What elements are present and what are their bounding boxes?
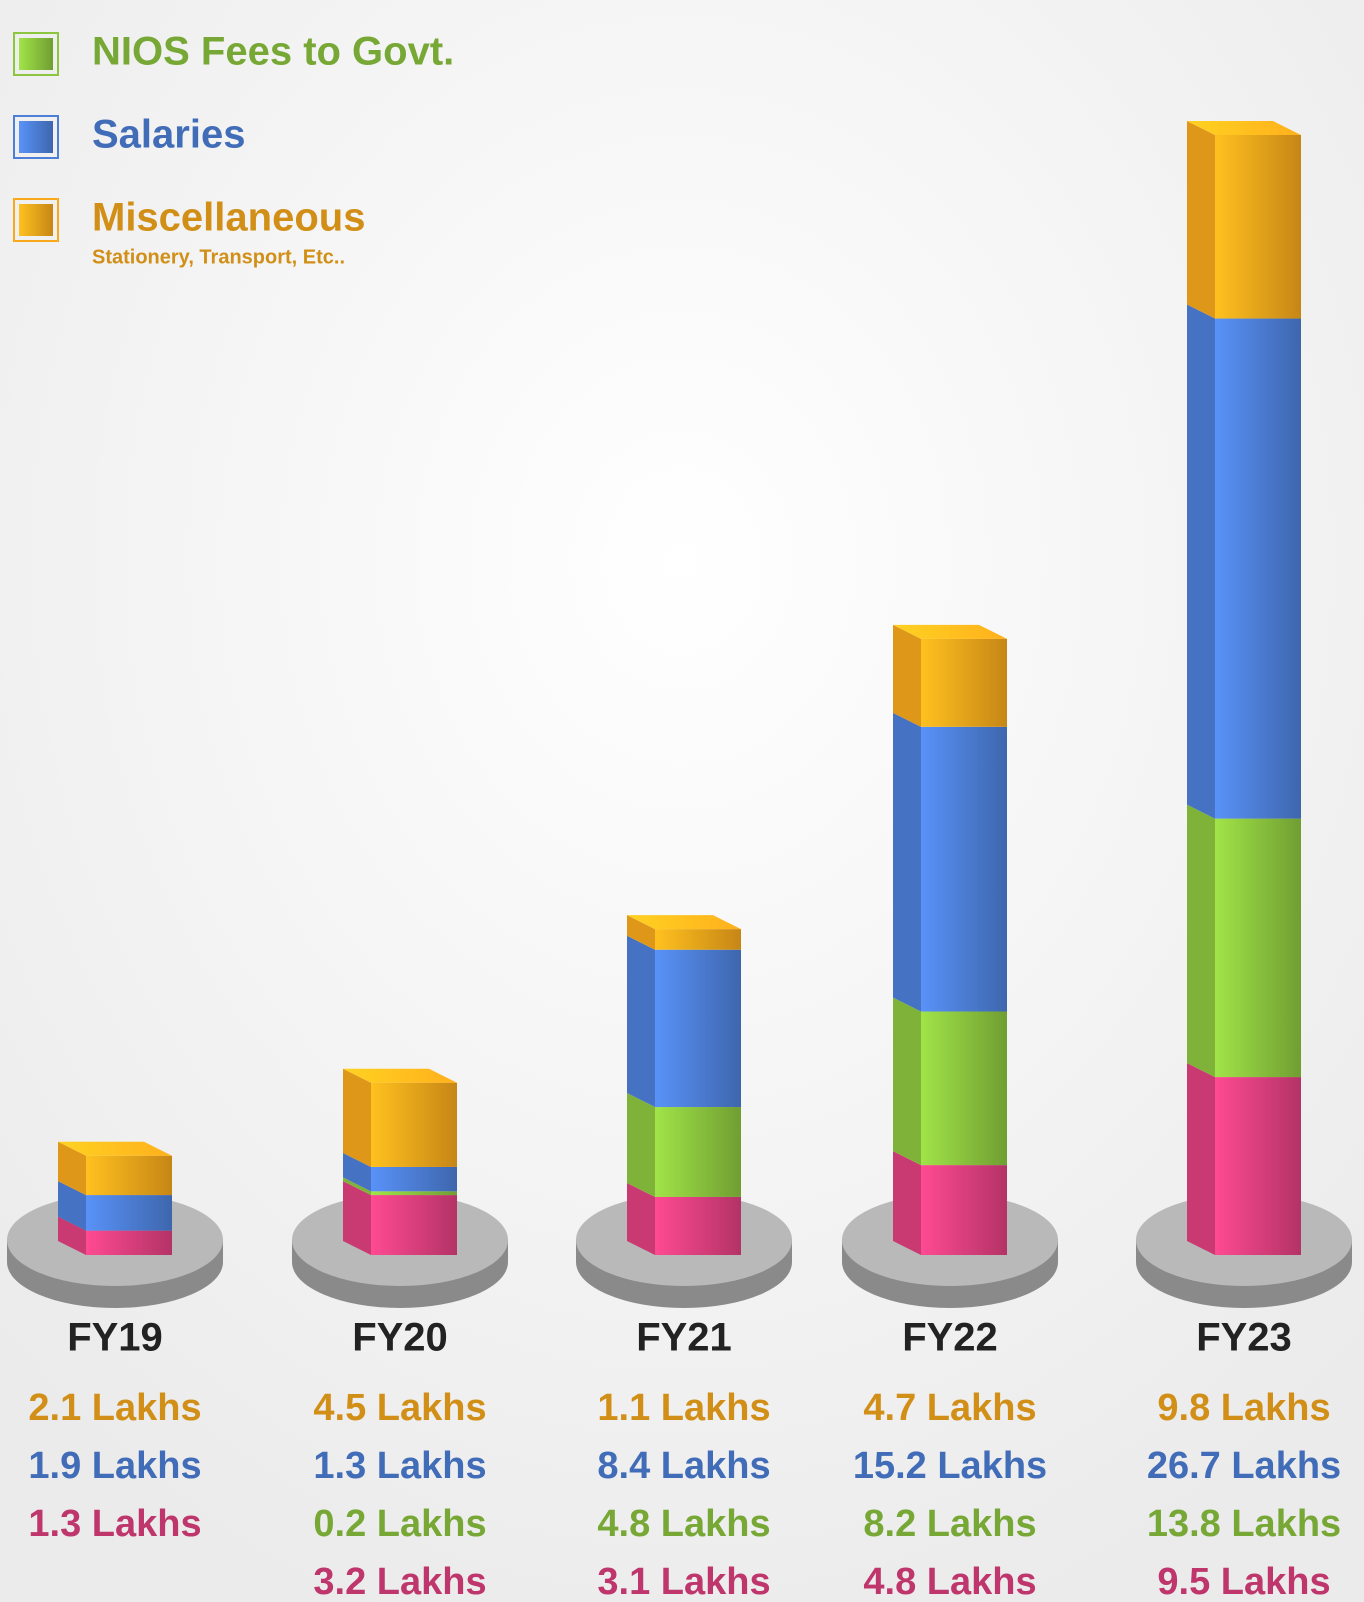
category-label: FY20 xyxy=(352,1316,448,1360)
bar-side xyxy=(1187,1063,1215,1255)
category-label: FY21 xyxy=(636,1316,732,1360)
value-label: 1.3 Lakhs xyxy=(28,1503,201,1545)
value-label: 4.8 Lakhs xyxy=(597,1503,770,1545)
bar-top xyxy=(893,624,1007,639)
value-label: 8.2 Lakhs xyxy=(863,1503,1036,1545)
bar-segment xyxy=(921,638,1007,727)
bar-top xyxy=(58,1141,172,1156)
value-label: 9.8 Lakhs xyxy=(1157,1387,1330,1429)
bar-side xyxy=(1187,804,1215,1078)
bar-side xyxy=(893,712,921,1012)
value-label: 26.7 Lakhs xyxy=(1147,1445,1341,1487)
bar-segment xyxy=(371,1195,457,1255)
bar-side xyxy=(58,1181,86,1231)
legend-swatch xyxy=(13,115,59,159)
value-label: 4.7 Lakhs xyxy=(863,1387,1036,1429)
bar-segment xyxy=(655,949,741,1108)
legend-swatch-fill xyxy=(19,204,53,236)
bar-side xyxy=(893,1151,921,1255)
value-label: 1.9 Lakhs xyxy=(28,1445,201,1487)
legend-description: Stationery, Transport, Etc.. xyxy=(92,246,345,268)
bar-segment xyxy=(655,1107,741,1197)
bar-side xyxy=(343,1181,371,1255)
value-label: 9.5 Lakhs xyxy=(1157,1561,1330,1602)
value-label: 1.1 Lakhs xyxy=(597,1387,770,1429)
legend-swatch-fill xyxy=(19,121,53,153)
bar-side xyxy=(627,1182,655,1255)
bar-segment xyxy=(86,1230,172,1255)
bar-segment xyxy=(921,1011,1007,1166)
bar-segment xyxy=(655,929,741,950)
bar-segment xyxy=(371,1166,457,1192)
legend-label: Salaries xyxy=(92,113,245,157)
bar-side xyxy=(893,997,921,1166)
value-label: 3.2 Lakhs xyxy=(313,1561,486,1602)
category-label: FY19 xyxy=(67,1316,163,1360)
category-label: FY22 xyxy=(902,1316,998,1360)
value-label: 8.4 Lakhs xyxy=(597,1445,770,1487)
value-label: 15.2 Lakhs xyxy=(853,1445,1047,1487)
bar-side xyxy=(58,1141,86,1196)
bar-side xyxy=(627,935,655,1108)
bar-segment xyxy=(1215,135,1301,319)
bar-segment xyxy=(1215,818,1301,1078)
legend-label: Miscellaneous xyxy=(92,196,365,240)
value-label: 4.8 Lakhs xyxy=(863,1561,1036,1602)
bar-side xyxy=(343,1177,371,1196)
bar-side xyxy=(627,1093,655,1197)
legend-label: NIOS Fees to Govt. xyxy=(92,30,454,74)
value-label: 4.5 Lakhs xyxy=(313,1387,486,1429)
value-label: 1.3 Lakhs xyxy=(313,1445,486,1487)
bar-side xyxy=(893,624,921,727)
legend-swatch xyxy=(13,32,59,76)
bar-top xyxy=(343,1068,457,1083)
category-label: FY23 xyxy=(1196,1316,1292,1360)
bar-segment xyxy=(371,1191,457,1196)
value-label: 0.2 Lakhs xyxy=(313,1503,486,1545)
bar-segment xyxy=(921,1165,1007,1255)
bar-segment xyxy=(371,1082,457,1167)
bar-segment xyxy=(86,1155,172,1196)
bar-top xyxy=(1187,121,1301,135)
value-label: 2.1 Lakhs xyxy=(28,1387,201,1429)
bar-segment xyxy=(655,1196,741,1255)
bar-side xyxy=(343,1152,371,1192)
bar-side xyxy=(1187,304,1215,819)
bar-side xyxy=(627,915,655,950)
bar-segment xyxy=(86,1195,172,1231)
value-label: 13.8 Lakhs xyxy=(1147,1503,1341,1545)
legend-swatch xyxy=(13,198,59,242)
bar-side xyxy=(343,1068,371,1167)
bar-segment xyxy=(1215,318,1301,819)
bar-segment xyxy=(1215,1077,1301,1255)
bar-top xyxy=(627,915,741,930)
bar-side xyxy=(58,1216,86,1255)
value-label: 3.1 Lakhs xyxy=(597,1561,770,1602)
bar-side xyxy=(1187,121,1215,319)
bar-segment xyxy=(921,726,1007,1012)
legend-swatch-fill xyxy=(19,38,53,70)
